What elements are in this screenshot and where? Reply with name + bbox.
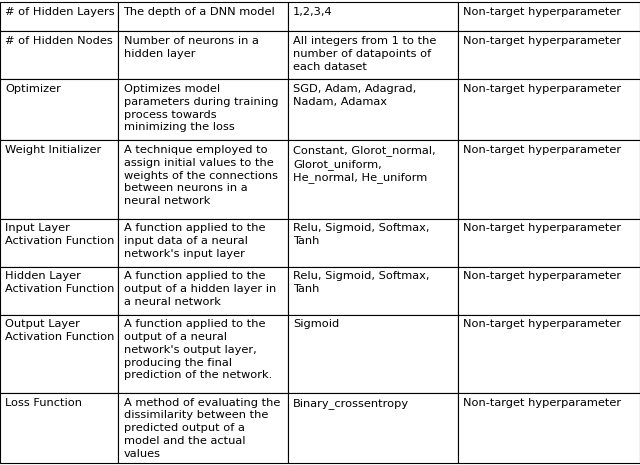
Bar — [0, 393, 118, 463]
Text: SGD, Adam, Adagrad,
Nadam, Adamax: SGD, Adam, Adagrad, Nadam, Adamax — [293, 84, 417, 107]
Text: A function applied to the
output of a neural
network's output layer,
producing t: A function applied to the output of a ne… — [124, 319, 272, 380]
Bar — [458, 2, 640, 31]
Bar — [288, 2, 458, 31]
Text: Sigmoid: Sigmoid — [293, 319, 339, 329]
Bar — [458, 80, 640, 140]
Text: Relu, Sigmoid, Softmax,
Tanh: Relu, Sigmoid, Softmax, Tanh — [293, 271, 429, 294]
Bar — [0, 219, 118, 266]
Bar — [288, 219, 458, 266]
Text: Non-target hyperparameter: Non-target hyperparameter — [463, 319, 621, 329]
Text: Relu, Sigmoid, Softmax,
Tanh: Relu, Sigmoid, Softmax, Tanh — [293, 223, 429, 246]
Text: A technique employed to
assign initial values to the
weights of the connections
: A technique employed to assign initial v… — [124, 145, 278, 206]
Bar — [458, 393, 640, 463]
Bar — [118, 314, 288, 393]
Bar — [118, 2, 288, 31]
Text: All integers from 1 to the
number of datapoints of
each dataset: All integers from 1 to the number of dat… — [293, 36, 436, 72]
Text: Non-target hyperparameter: Non-target hyperparameter — [463, 271, 621, 281]
Text: Binary_crossentropy: Binary_crossentropy — [293, 398, 409, 409]
Bar — [288, 266, 458, 314]
Bar — [288, 314, 458, 393]
Bar — [0, 266, 118, 314]
Text: Constant, Glorot_normal,
Glorot_uniform,
He_normal, He_uniform: Constant, Glorot_normal, Glorot_uniform,… — [293, 145, 436, 183]
Bar — [288, 393, 458, 463]
Text: Optimizes model
parameters during training
process towards
minimizing the loss: Optimizes model parameters during traini… — [124, 84, 278, 133]
Bar — [0, 140, 118, 219]
Bar — [0, 314, 118, 393]
Bar — [458, 266, 640, 314]
Bar — [118, 219, 288, 266]
Text: Non-target hyperparameter: Non-target hyperparameter — [463, 398, 621, 408]
Text: Weight Initializer: Weight Initializer — [5, 145, 101, 155]
Bar — [0, 80, 118, 140]
Bar — [0, 31, 118, 80]
Bar — [458, 31, 640, 80]
Text: A function applied to the
output of a hidden layer in
a neural network: A function applied to the output of a hi… — [124, 271, 276, 307]
Bar — [288, 31, 458, 80]
Text: # of Hidden Nodes: # of Hidden Nodes — [5, 36, 113, 46]
Text: # of Hidden Layers: # of Hidden Layers — [5, 7, 115, 17]
Text: Optimizer: Optimizer — [5, 84, 61, 94]
Bar — [118, 80, 288, 140]
Bar — [458, 140, 640, 219]
Text: Input Layer
Activation Function: Input Layer Activation Function — [5, 223, 115, 246]
Bar — [118, 266, 288, 314]
Text: 1,2,3,4: 1,2,3,4 — [293, 7, 333, 17]
Bar — [118, 393, 288, 463]
Text: Non-target hyperparameter: Non-target hyperparameter — [463, 223, 621, 233]
Bar — [458, 219, 640, 266]
Text: Hidden Layer
Activation Function: Hidden Layer Activation Function — [5, 271, 115, 294]
Text: Output Layer
Activation Function: Output Layer Activation Function — [5, 319, 115, 342]
Bar — [288, 80, 458, 140]
Text: Non-target hyperparameter: Non-target hyperparameter — [463, 7, 621, 17]
Text: A method of evaluating the
dissimilarity between the
predicted output of a
model: A method of evaluating the dissimilarity… — [124, 398, 280, 459]
Text: Non-target hyperparameter: Non-target hyperparameter — [463, 145, 621, 155]
Bar — [458, 314, 640, 393]
Bar — [0, 2, 118, 31]
Bar — [118, 140, 288, 219]
Bar — [288, 140, 458, 219]
Text: The depth of a DNN model: The depth of a DNN model — [124, 7, 275, 17]
Text: A function applied to the
input data of a neural
network's input layer: A function applied to the input data of … — [124, 223, 265, 259]
Text: Number of neurons in a
hidden layer: Number of neurons in a hidden layer — [124, 36, 259, 59]
Text: Non-target hyperparameter: Non-target hyperparameter — [463, 84, 621, 94]
Text: Non-target hyperparameter: Non-target hyperparameter — [463, 36, 621, 46]
Text: Loss Function: Loss Function — [5, 398, 82, 408]
Bar — [118, 31, 288, 80]
